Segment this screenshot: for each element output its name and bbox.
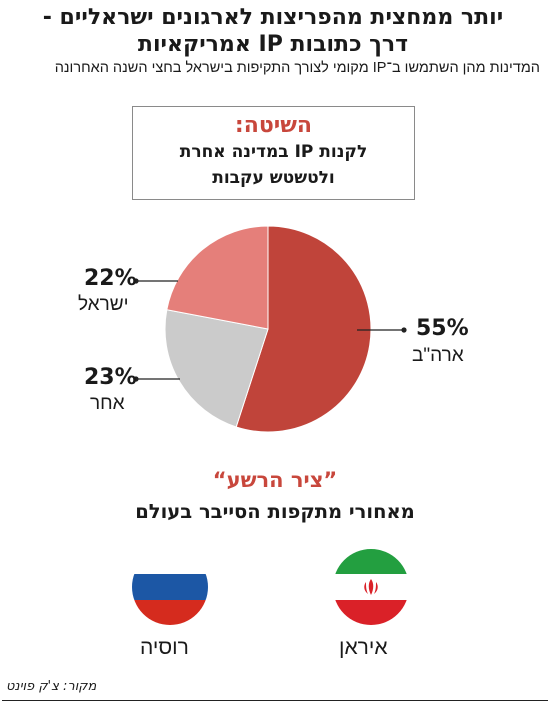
leader-dot-israel (133, 278, 139, 284)
israel-name-label: ישראל (78, 294, 129, 315)
iran-flag-icon (333, 549, 409, 625)
pie-slice-other (164, 309, 269, 428)
iran-label: איראן (339, 636, 388, 659)
iran-emblem-icon (364, 579, 378, 595)
pie-slice-israel (166, 225, 269, 330)
russia-flag-blue-band (132, 574, 208, 600)
headline: יותר ממחצית מהפריצות לארגונים ישראליים -… (6, 4, 540, 58)
other-percent-label: 23% (84, 365, 137, 390)
other-name-label: אחר (90, 393, 125, 414)
russia-flag-icon (132, 549, 208, 625)
headline-line-2: דרך כתובות IP אמריקאיות (137, 32, 409, 57)
subtitle: המדינות מהן השתמשו ב־IP מקומי לצורך התקי… (54, 60, 540, 76)
usa-name-label: ארה"ב (412, 345, 464, 366)
bottom-divider (2, 700, 548, 701)
method-line-2: ולטשטש עקבות (212, 168, 335, 188)
russia-label: רוסיה (140, 636, 189, 659)
headline-line-1: יותר ממחצית מהפריצות לארגונים ישראליים - (42, 5, 504, 30)
pie-slice-usa (235, 225, 372, 433)
method-label: השיטה: (234, 113, 313, 138)
axis-of-evil-subtitle: מאחורי מתקפות הסייבר בעולם (135, 500, 415, 523)
leader-dot-other (133, 376, 139, 382)
source-note: מקור: צ'ק פוינט (6, 679, 97, 694)
leader-dot-usa (401, 327, 407, 333)
israel-percent-label: 22% (84, 266, 137, 291)
method-line-1: לקנות IP במדינה אחרת (179, 142, 368, 162)
method-box: השיטה: לקנות IP במדינה אחרת ולטשטש עקבות (132, 106, 415, 200)
usa-percent-label: 55% (416, 316, 469, 341)
axis-of-evil-title: ”ציר הרשע“ (212, 468, 338, 492)
